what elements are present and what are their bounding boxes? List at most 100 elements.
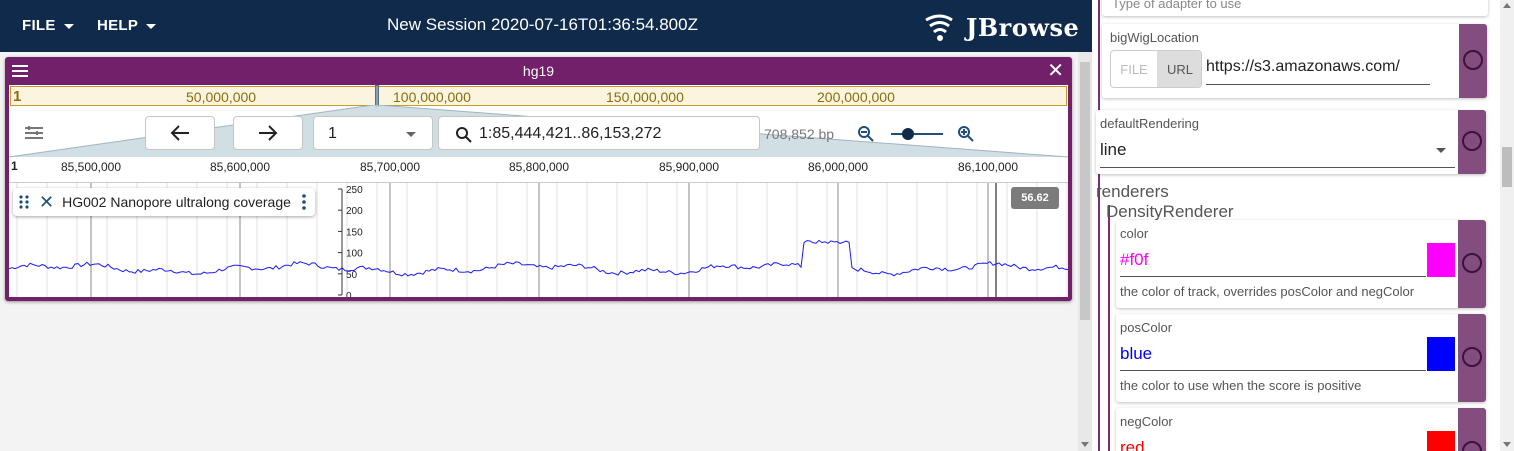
view-title: hg19 bbox=[522, 63, 555, 79]
jbrowse-logo: JBrowse bbox=[922, 10, 1079, 44]
zoom-slider[interactable] bbox=[889, 125, 945, 143]
arrow-right-icon bbox=[259, 125, 278, 141]
y-axis-tick-label: 100 bbox=[346, 249, 363, 260]
track-menu-icon[interactable] bbox=[301, 194, 307, 210]
scroll-up-icon[interactable] bbox=[1503, 3, 1511, 8]
color-description: the color of track, overrides posColor a… bbox=[1120, 284, 1415, 299]
view-toolbar: 1 1:85,444,421..86,153,272 708,852 bp bbox=[9, 116, 1068, 156]
linear-genome-view: hg19 ✕ 1 50,000,000 100,000,000 150,000,… bbox=[5, 57, 1072, 301]
overview-region-marker[interactable] bbox=[375, 85, 379, 107]
close-view-icon[interactable]: ✕ bbox=[1047, 60, 1064, 82]
radio-circle-icon[interactable] bbox=[1462, 131, 1482, 151]
color-slot: color #f0f the color of track, overrides… bbox=[1116, 220, 1486, 308]
refname-select-value: 1 bbox=[328, 125, 337, 142]
pan-left-button[interactable] bbox=[145, 116, 215, 150]
pos-color-description: the color to use when the score is posit… bbox=[1120, 378, 1362, 393]
adapter-type-placeholder: Type of adapter to use bbox=[1112, 0, 1242, 11]
zoom-out-icon[interactable] bbox=[857, 125, 875, 143]
view-menu-icon[interactable] bbox=[12, 65, 28, 77]
arrow-left-icon bbox=[170, 125, 189, 141]
density-renderer-heading: DensityRenderer bbox=[1106, 202, 1234, 221]
slot-side-bar bbox=[1458, 220, 1486, 308]
y-axis-tick-label: 250 bbox=[346, 185, 363, 196]
adapter-type-field[interactable]: Type of adapter to use bbox=[1102, 0, 1488, 16]
color-label: color bbox=[1120, 226, 1149, 241]
file-menu-label: FILE bbox=[22, 17, 56, 34]
coverage-line bbox=[9, 239, 1068, 277]
scroll-down-icon[interactable] bbox=[1081, 442, 1089, 447]
file-toggle[interactable]: FILE bbox=[1120, 62, 1148, 77]
pos-color-value[interactable]: blue bbox=[1120, 344, 1153, 363]
pos-color-swatch[interactable] bbox=[1427, 337, 1455, 371]
pan-right-button[interactable] bbox=[233, 116, 303, 150]
bigwig-location-slot: bigWigLocation FILE URL https://s3.amazo… bbox=[1102, 24, 1487, 98]
default-rendering-slot: defaultRendering line bbox=[1096, 110, 1486, 174]
location-search-input[interactable]: 1:85,444,421..86,153,272 bbox=[438, 116, 760, 150]
main-scrollbar[interactable] bbox=[1078, 52, 1092, 451]
default-rendering-label: defaultRendering bbox=[1100, 116, 1200, 131]
bigwig-url-input[interactable]: https://s3.amazonaws.com/ bbox=[1206, 58, 1400, 75]
score-tooltip: 56.62 bbox=[1011, 187, 1059, 209]
ruler-tick-label: 85,800,000 bbox=[508, 160, 570, 174]
ruler-chrom-label: 1 bbox=[11, 159, 18, 173]
ruler-tick-label: 85,900,000 bbox=[658, 160, 720, 174]
color-value[interactable]: #f0f bbox=[1120, 250, 1149, 269]
file-menu-button[interactable]: FILE bbox=[22, 17, 74, 34]
pos-color-slot: posColor blue the color to use when the … bbox=[1116, 314, 1486, 402]
close-track-icon[interactable]: ✕ bbox=[39, 191, 55, 212]
refname-select[interactable]: 1 bbox=[313, 116, 433, 150]
radio-circle-icon[interactable] bbox=[1462, 441, 1482, 451]
radio-circle-icon[interactable] bbox=[1463, 50, 1483, 70]
default-rendering-value[interactable]: line bbox=[1100, 140, 1127, 159]
zoom-in-icon[interactable] bbox=[957, 125, 975, 143]
input-underline bbox=[1120, 370, 1426, 371]
nest-line bbox=[1108, 205, 1110, 451]
logo-icon bbox=[925, 14, 953, 41]
chevron-down-icon[interactable] bbox=[1436, 148, 1446, 153]
y-axis-tick-label: 50 bbox=[346, 270, 358, 281]
track-area[interactable]: 250 200 150 100 50 0 ✕ HG002 Nanopore ultralo… bbox=[9, 183, 1068, 297]
ruler-tick-label: 86,000,000 bbox=[807, 160, 869, 174]
help-menu-label: HELP bbox=[97, 17, 139, 34]
config-scrollbar[interactable] bbox=[1500, 0, 1514, 451]
radio-circle-icon[interactable] bbox=[1462, 253, 1482, 273]
overview-tick-label: 200,000,000 bbox=[817, 89, 895, 105]
ruler-tick-label: 85,700,000 bbox=[359, 160, 421, 174]
view-content: 1 50,000,000 100,000,000 150,000,000 200… bbox=[9, 85, 1068, 297]
overview-scale-bar[interactable]: 1 50,000,000 100,000,000 150,000,000 200… bbox=[10, 85, 1067, 107]
neg-color-swatch[interactable] bbox=[1427, 431, 1455, 451]
scroll-down-icon[interactable] bbox=[1503, 442, 1511, 447]
main-scrollbar-thumb[interactable] bbox=[1080, 62, 1090, 320]
y-axis-tick-label: 150 bbox=[346, 227, 363, 238]
track-label[interactable]: ✕ HG002 Nanopore ultralong coverage bbox=[13, 188, 315, 216]
radio-circle-icon[interactable] bbox=[1462, 347, 1482, 367]
input-underline bbox=[1120, 276, 1426, 277]
overview-tick-label: 50,000,000 bbox=[186, 89, 257, 105]
slot-side-bar bbox=[1458, 408, 1486, 451]
slot-side-bar bbox=[1459, 24, 1487, 98]
neg-color-value[interactable]: red bbox=[1120, 438, 1145, 451]
slot-side-bar bbox=[1458, 110, 1486, 174]
color-swatch[interactable] bbox=[1427, 243, 1455, 277]
session-title[interactable]: New Session 2020-07-16T01:36:54.800Z bbox=[387, 15, 698, 34]
app-bar: FILE HELP New Session 2020-07-16T01:36:5… bbox=[0, 0, 1092, 52]
bigwig-location-label: bigWigLocation bbox=[1110, 30, 1199, 45]
y-axis-tick-label: 200 bbox=[346, 206, 363, 217]
neg-color-slot: negColor red bbox=[1116, 408, 1486, 451]
config-scrollbar-thumb[interactable] bbox=[1502, 147, 1512, 187]
track-selector-icon[interactable] bbox=[25, 126, 43, 142]
renderers-heading: renderers bbox=[1096, 182, 1169, 201]
pos-color-label: posColor bbox=[1120, 320, 1173, 335]
help-menu-button[interactable]: HELP bbox=[97, 17, 157, 34]
y-axis-tick-label: 0 bbox=[346, 291, 352, 297]
ruler-tick-label: 86,100,000 bbox=[957, 160, 1019, 174]
drag-handle-icon[interactable] bbox=[19, 195, 29, 209]
overview-tick-label: 100,000,000 bbox=[393, 89, 471, 105]
caret-down-icon bbox=[146, 24, 157, 29]
location-value: 1:85,444,421..86,153,272 bbox=[479, 125, 662, 142]
location-type-toggle[interactable]: FILE URL bbox=[1110, 50, 1202, 88]
ruler[interactable]: 1 85,500,000 85,600,000 85,700,000 85,80… bbox=[9, 157, 1068, 183]
caret-down-icon bbox=[63, 24, 74, 29]
url-toggle[interactable]: URL bbox=[1157, 51, 1201, 87]
track-name: HG002 Nanopore ultralong coverage bbox=[62, 194, 291, 210]
